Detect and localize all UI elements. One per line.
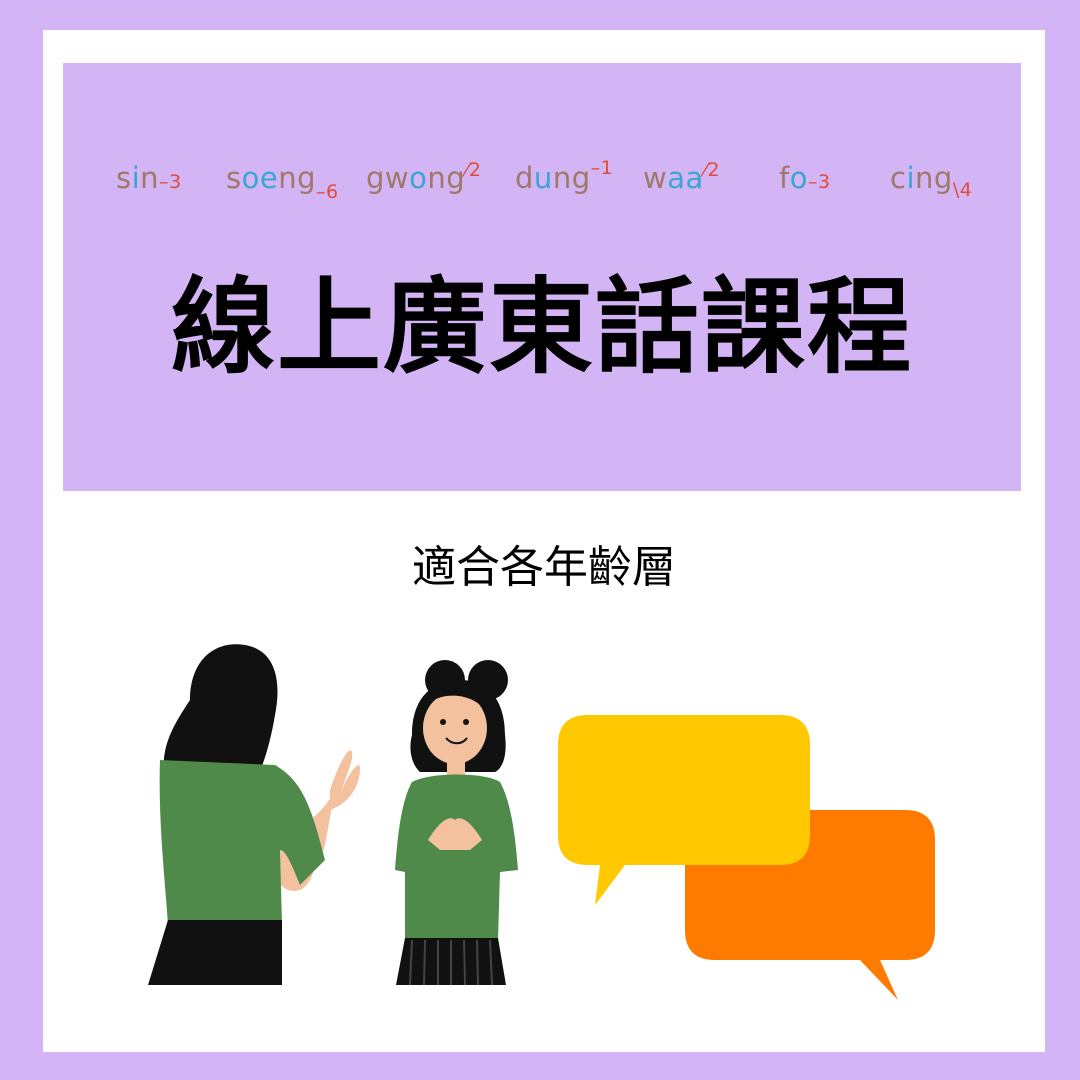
yellow-speech-bubble-icon	[558, 715, 810, 905]
tone-mark-icon: –	[807, 171, 818, 193]
title-banner	[63, 63, 1021, 491]
girl-illustration	[395, 660, 518, 986]
tone-mark-icon: –	[316, 181, 326, 203]
speech-bubbles-illustration	[558, 715, 935, 1000]
tone-mark-icon: ⁄	[465, 159, 469, 181]
page-title: 線上廣東話課程	[170, 266, 913, 388]
jyutping-syllable-soeng6: soeng–6	[226, 161, 339, 203]
woman-back-illustration	[148, 644, 360, 985]
subtitle: 適合各年齡層	[412, 542, 676, 593]
jyutping-syllable-sin3: sin–3	[116, 161, 182, 195]
tone-mark-icon: ⁄	[703, 159, 708, 181]
tone-mark-icon: –	[159, 171, 170, 193]
jyutping-syllable-cing4: cing\4	[890, 161, 973, 201]
tone-mark-icon: \	[952, 179, 960, 201]
jyutping-syllable-gwong2: gwong⁄2	[366, 159, 482, 195]
jyutping-syllable-dung1: dung–1	[515, 157, 614, 195]
jyutping-syllable-waa2: waa⁄2	[643, 159, 721, 195]
jyutping-syllable-fo3: fo–3	[779, 161, 831, 195]
tone-mark-icon: –	[590, 157, 601, 179]
